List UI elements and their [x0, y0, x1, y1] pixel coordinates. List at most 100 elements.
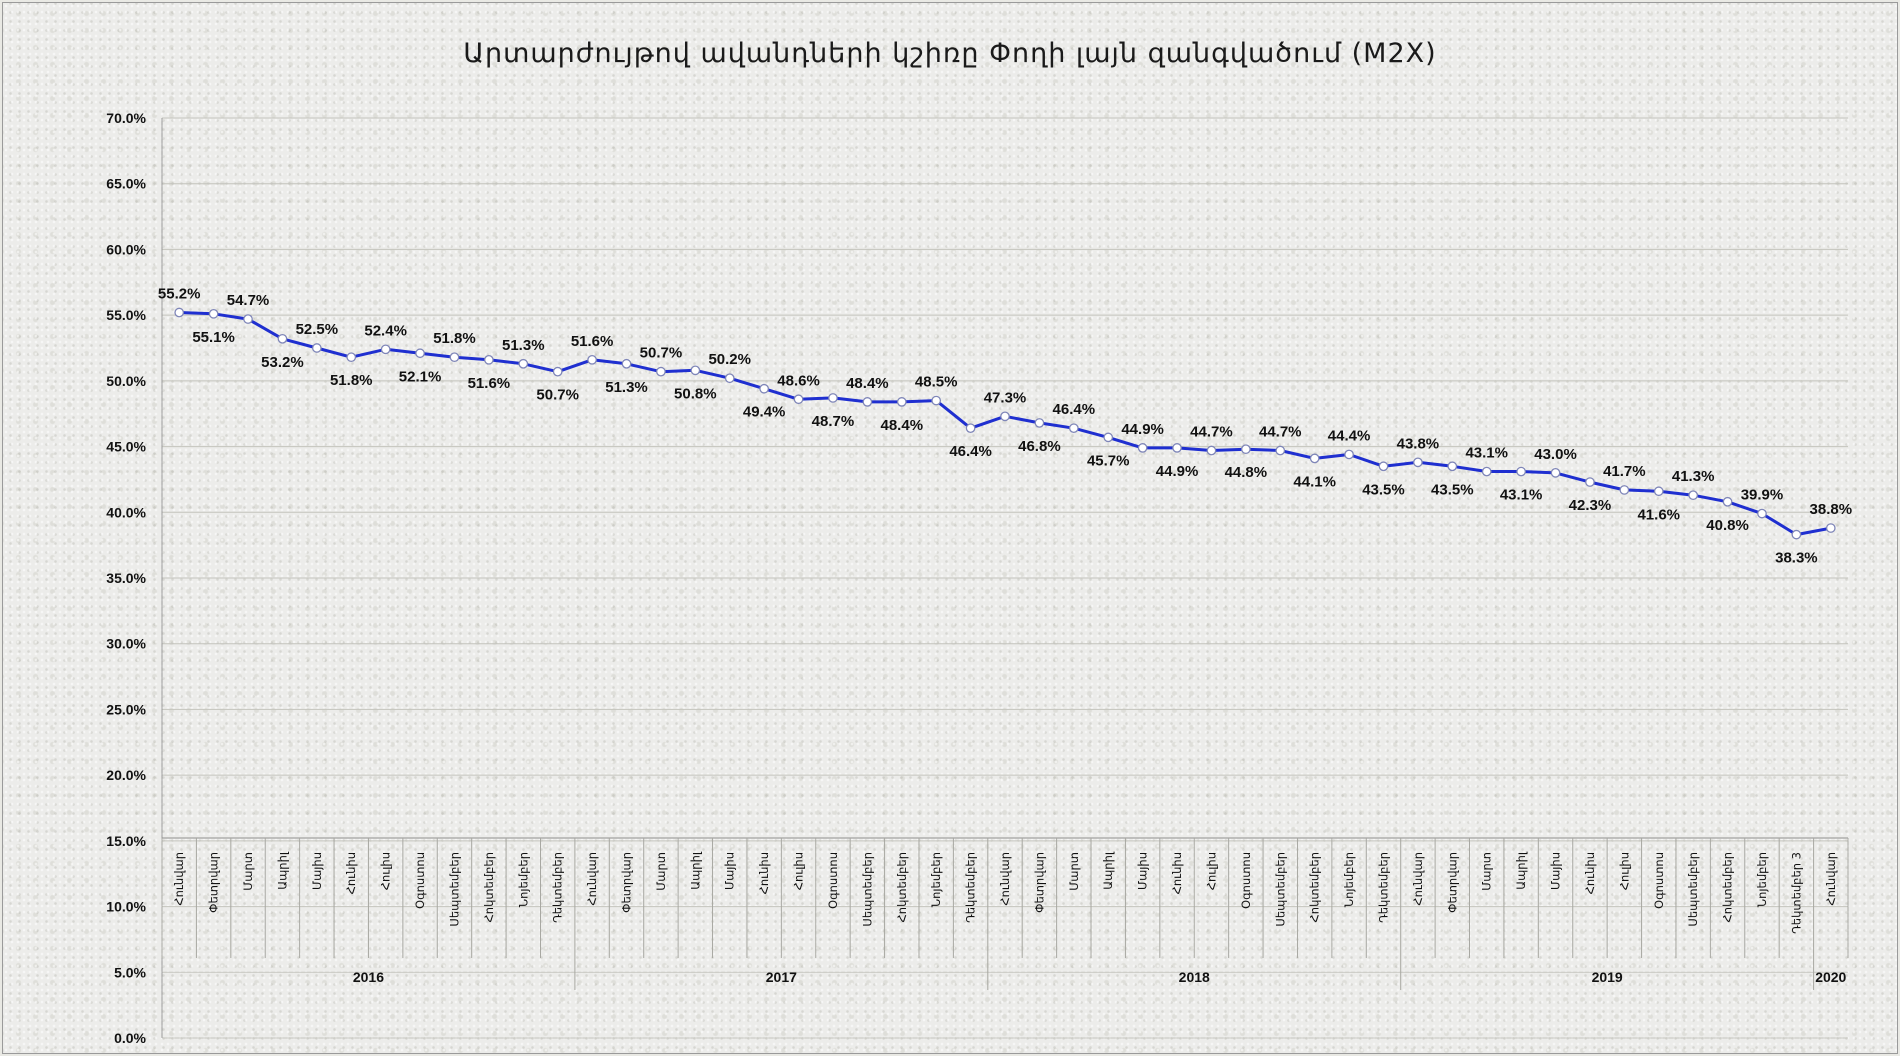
data-label: 51.6% [468, 375, 511, 392]
data-point [1241, 444, 1251, 455]
data-label: 54.7% [227, 292, 270, 309]
y-tick-label: 5.0% [114, 964, 146, 980]
data-point [415, 348, 425, 359]
data-point [1688, 490, 1699, 501]
data-point [552, 366, 563, 377]
data-point [1481, 466, 1492, 477]
data-label: 52.4% [364, 322, 407, 339]
data-point [965, 423, 976, 434]
data-label: 48.5% [915, 374, 958, 391]
month-label: Մայիս [723, 852, 737, 890]
month-label: Ապրիլ [275, 851, 289, 890]
data-label: 43.5% [1431, 481, 1474, 498]
y-tick-label: 55.0% [106, 307, 146, 323]
data-label: 48.6% [777, 372, 820, 389]
month-label: Հուլիս [379, 852, 393, 890]
data-point [793, 394, 804, 405]
y-tick-label: 10.0% [106, 899, 146, 915]
data-point [621, 358, 632, 369]
data-point [1206, 445, 1217, 456]
data-point [1034, 418, 1045, 428]
data-label: 52.5% [296, 321, 339, 338]
month-label: Հուլիս [1617, 852, 1631, 890]
data-point [862, 397, 873, 407]
data-label: 49.4% [743, 404, 786, 421]
data-label: 52.1% [399, 368, 442, 385]
data-label: 38.3% [1775, 550, 1818, 567]
y-tick-label: 35.0% [106, 570, 146, 586]
data-point [931, 395, 942, 406]
month-label: Մայիս [1549, 852, 1563, 890]
data-label: 43.0% [1534, 446, 1577, 463]
data-label: 44.7% [1259, 424, 1302, 441]
data-labels: 55.2% 55.1% 54.7% 53.2% 52.5% 51.8% 52.4% 52.1%… [158, 286, 1852, 567]
data-point [1413, 457, 1423, 468]
data-label: 50.7% [536, 387, 579, 404]
month-label: Հունիս [344, 852, 358, 894]
month-label: Հունվար [998, 852, 1012, 906]
month-label: Հոկտեմբեր [1308, 852, 1322, 922]
data-markers [174, 307, 1836, 540]
y-tick-label: 0.0% [114, 1030, 146, 1046]
month-label: Մարտ [1067, 852, 1081, 891]
year-label: 2020 [1815, 969, 1846, 985]
data-label: 43.8% [1397, 435, 1440, 452]
month-label: Ապրիլ [1514, 851, 1528, 890]
month-label: Հուլիս [792, 852, 806, 890]
data-label: 48.4% [881, 417, 924, 434]
data-label: 50.2% [708, 351, 751, 368]
data-point [1619, 485, 1630, 495]
data-label: 43.1% [1465, 445, 1508, 462]
data-label: 41.6% [1637, 506, 1680, 523]
data-point [449, 352, 460, 363]
month-label: Օգոստոս [1652, 852, 1666, 909]
data-label: 46.4% [1053, 401, 1096, 418]
data-point [1585, 477, 1595, 487]
data-point [1757, 508, 1767, 519]
data-point [1344, 449, 1354, 460]
data-label: 38.8% [1810, 501, 1853, 518]
y-axis: 0.0% 5.0% 10.0% 15.0% 20.0% 25.0% 30.0% 35.0% 40… [106, 110, 163, 1046]
data-point [174, 307, 185, 318]
data-point [518, 358, 529, 369]
data-point [690, 365, 701, 376]
year-label: 2018 [1179, 969, 1210, 985]
month-label: Օգոստոս [413, 852, 427, 909]
month-label: Սեպտեմբեր [447, 852, 461, 927]
data-point [1000, 411, 1010, 422]
month-label: Նոյեմբեր [1755, 852, 1769, 907]
y-tick-label: 45.0% [106, 439, 146, 455]
y-tick-label: 15.0% [106, 833, 146, 849]
data-point [1378, 461, 1389, 472]
y-tick-label: 50.0% [106, 373, 146, 389]
month-label: Սեպտեմբեր [1273, 852, 1287, 927]
y-tick-label: 25.0% [106, 701, 146, 717]
data-point [587, 354, 597, 365]
month-label: Փետրվար [1445, 852, 1459, 913]
data-label: 45.7% [1087, 452, 1130, 469]
data-point [243, 314, 253, 324]
y-tick-label: 40.0% [106, 504, 146, 520]
data-label: 44.9% [1121, 421, 1164, 438]
month-label: Հունիս [1170, 852, 1184, 894]
data-label: 48.7% [812, 413, 855, 430]
data-point [896, 397, 907, 407]
data-point [346, 352, 357, 363]
y-tick-label: 70.0% [106, 110, 146, 126]
month-label: Մարտ [1480, 852, 1494, 891]
month-label: Նոյեմբեր [1342, 852, 1356, 907]
month-label: Օգոստոս [826, 852, 840, 909]
year-label: 2019 [1592, 969, 1623, 985]
month-label: Հունվար [585, 852, 599, 906]
month-label: Մարտ [654, 852, 668, 891]
data-point [380, 344, 391, 355]
month-label: Դեկտեմբեր [964, 852, 978, 923]
data-point [1137, 443, 1148, 453]
gridlines [162, 117, 1848, 1039]
data-label: 43.5% [1362, 481, 1405, 498]
month-label: Հոկտեմբեր [1721, 852, 1735, 922]
data-label: 51.3% [605, 379, 648, 396]
year-label: 2016 [353, 969, 384, 985]
